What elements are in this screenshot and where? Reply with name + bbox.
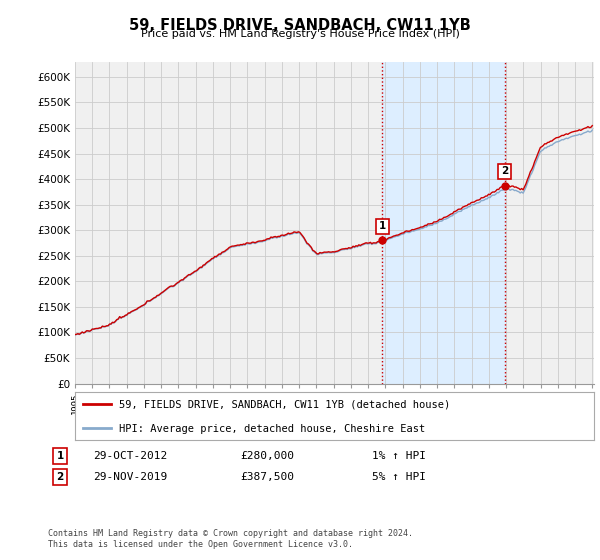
Text: HPI: Average price, detached house, Cheshire East: HPI: Average price, detached house, Ches…	[119, 424, 425, 433]
Text: 29-NOV-2019: 29-NOV-2019	[93, 472, 167, 482]
Text: 59, FIELDS DRIVE, SANDBACH, CW11 1YB (detached house): 59, FIELDS DRIVE, SANDBACH, CW11 1YB (de…	[119, 400, 451, 410]
Text: 1% ↑ HPI: 1% ↑ HPI	[372, 451, 426, 461]
Text: Price paid vs. HM Land Registry's House Price Index (HPI): Price paid vs. HM Land Registry's House …	[140, 29, 460, 39]
Text: £387,500: £387,500	[240, 472, 294, 482]
Text: 1: 1	[56, 451, 64, 461]
Text: 2: 2	[501, 166, 508, 176]
Bar	[382, 62, 505, 384]
Text: 1: 1	[379, 221, 386, 231]
Text: 59, FIELDS DRIVE, SANDBACH, CW11 1YB: 59, FIELDS DRIVE, SANDBACH, CW11 1YB	[129, 18, 471, 33]
Text: 2: 2	[56, 472, 64, 482]
Text: Contains HM Land Registry data © Crown copyright and database right 2024.
This d: Contains HM Land Registry data © Crown c…	[48, 529, 413, 549]
Text: 5% ↑ HPI: 5% ↑ HPI	[372, 472, 426, 482]
Text: £280,000: £280,000	[240, 451, 294, 461]
Text: 29-OCT-2012: 29-OCT-2012	[93, 451, 167, 461]
